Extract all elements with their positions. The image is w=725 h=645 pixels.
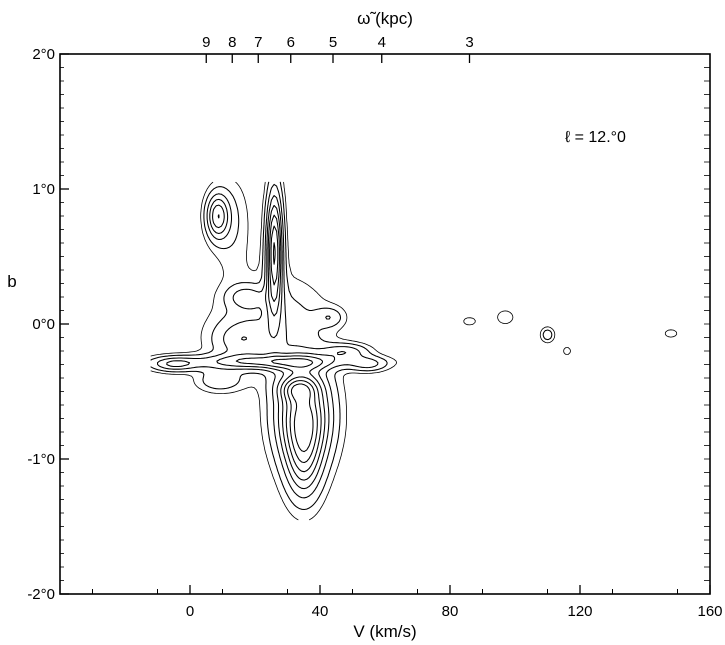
top-tick-label-2: 7 — [254, 34, 262, 51]
y-tick-label-1: 1°0 — [32, 181, 55, 198]
top-tick-label-3: 6 — [287, 34, 295, 51]
contour-level-2 — [156, 183, 379, 499]
contour-level-4 — [212, 204, 326, 481]
x-tick-label-4: 160 — [697, 603, 722, 620]
contour-level-6 — [270, 225, 318, 464]
x-tick-label-1: 40 — [312, 603, 329, 620]
top-axis-ticks: 9 8 7 6 5 4 3 — [202, 34, 474, 63]
top-axis-label: ω̃ (kpc) — [357, 9, 413, 28]
top-tick-label-6: 3 — [465, 34, 473, 51]
contour-level-1 — [150, 181, 553, 511]
longitude-annotation: ℓ = 12.°0 — [565, 129, 626, 146]
contour-level-0 — [150, 181, 678, 521]
y-tick-label-0: 2°0 — [32, 46, 55, 63]
contour-level-3 — [166, 194, 347, 490]
y-axis-label: b — [7, 272, 16, 291]
top-tick-label-1: 8 — [228, 34, 236, 51]
x-tick-label-0: 0 — [186, 603, 194, 620]
top-tick-label-4: 5 — [329, 34, 337, 51]
x-tick-label-3: 120 — [567, 603, 592, 620]
contour-lines — [150, 181, 678, 521]
top-tick-label-0: 9 — [202, 34, 210, 51]
y-axis-ticks: 2°0 1°0 0°0 -1°0 -2°0 — [27, 46, 69, 603]
x-tick-label-2: 80 — [442, 603, 459, 620]
y-minor-ticks — [60, 67, 710, 581]
top-tick-label-5: 4 — [378, 34, 386, 51]
x-axis-label: V (km/s) — [353, 622, 416, 641]
y-tick-label-3: -1°0 — [27, 451, 55, 468]
contour-level-7 — [272, 242, 314, 453]
x-axis-ticks: 0 40 80 120 160 — [92, 585, 723, 620]
y-tick-label-4: -2°0 — [27, 586, 55, 603]
contour-level-5 — [217, 214, 322, 473]
y-tick-label-2: 0°0 — [32, 316, 55, 333]
